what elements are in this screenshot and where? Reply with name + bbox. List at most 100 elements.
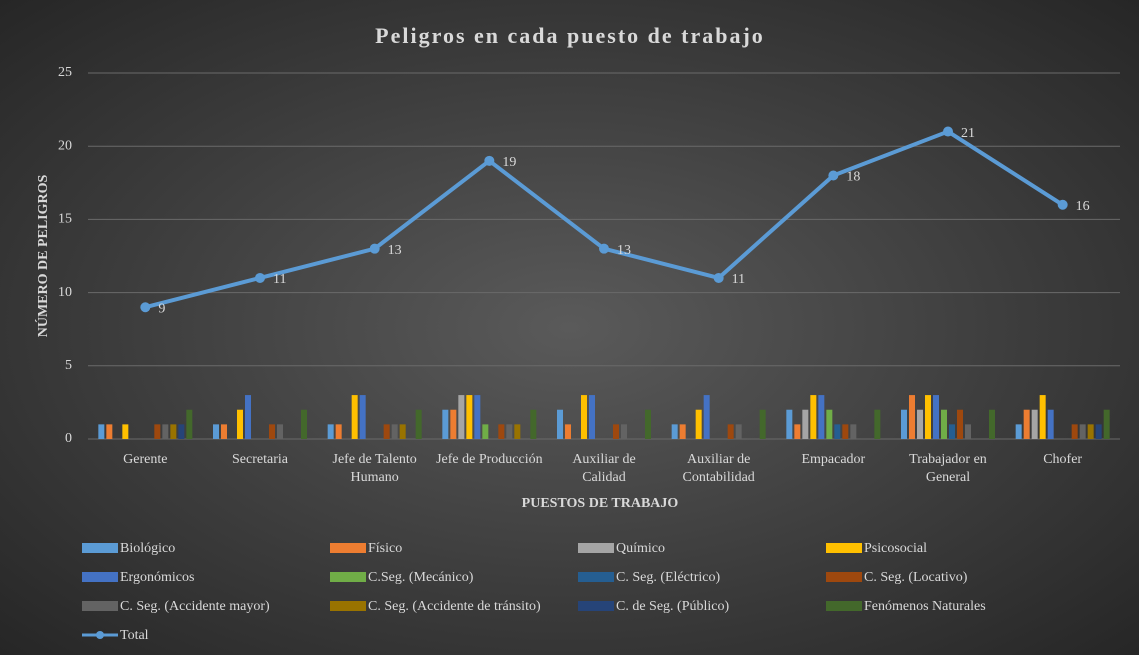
bar bbox=[245, 395, 251, 439]
bar bbox=[949, 424, 955, 439]
bar bbox=[213, 424, 219, 439]
legend-swatch bbox=[330, 601, 366, 611]
bar bbox=[221, 424, 227, 439]
legend-swatch bbox=[826, 572, 862, 582]
data-label: 18 bbox=[846, 170, 860, 185]
bar bbox=[178, 424, 185, 439]
bar bbox=[458, 395, 465, 439]
bar bbox=[802, 409, 809, 439]
x-tick-label: Jefe de Talento Humano bbox=[332, 452, 417, 485]
bar bbox=[834, 424, 841, 439]
bar bbox=[1079, 424, 1086, 439]
bar bbox=[957, 409, 963, 439]
legend-label: Biológico bbox=[120, 541, 175, 556]
bar bbox=[917, 409, 923, 439]
y-axis-label: NÚMERO DE PELIGROS bbox=[34, 175, 51, 338]
bar bbox=[269, 424, 275, 439]
line-marker bbox=[140, 302, 151, 313]
legend-label: C. de Seg. (Público) bbox=[616, 599, 729, 614]
bar bbox=[850, 424, 857, 439]
bar bbox=[925, 395, 931, 439]
bar bbox=[154, 424, 161, 439]
bar bbox=[399, 424, 406, 439]
bar bbox=[826, 409, 833, 439]
bar bbox=[327, 424, 334, 439]
bar bbox=[335, 424, 342, 439]
bar bbox=[581, 395, 587, 439]
bar bbox=[514, 424, 521, 439]
bar bbox=[474, 395, 481, 439]
legend-swatch bbox=[578, 572, 614, 582]
line-marker bbox=[369, 243, 380, 254]
data-label: 11 bbox=[273, 272, 286, 287]
legend-label: C. Seg. (Eléctrico) bbox=[616, 570, 721, 585]
legend-label: Psicosocial bbox=[864, 541, 927, 556]
y-tick-label: 20 bbox=[58, 138, 72, 153]
bar bbox=[466, 395, 473, 439]
data-label: 19 bbox=[502, 155, 516, 170]
legend-swatch bbox=[578, 543, 614, 553]
bar bbox=[965, 424, 971, 439]
bar bbox=[1103, 409, 1110, 439]
bar bbox=[506, 424, 513, 439]
legend-label: C.Seg. (Mecánico) bbox=[368, 570, 474, 585]
bar bbox=[106, 424, 113, 439]
bar bbox=[415, 409, 422, 439]
bar bbox=[98, 424, 105, 439]
bar bbox=[989, 409, 995, 439]
legend-swatch bbox=[330, 543, 366, 553]
line-marker bbox=[943, 126, 953, 137]
x-tick-label: Chofer bbox=[1043, 452, 1083, 467]
bar bbox=[727, 424, 734, 439]
y-tick-label: 10 bbox=[58, 285, 72, 300]
bar bbox=[933, 395, 939, 439]
bar bbox=[1087, 424, 1094, 439]
bar bbox=[613, 424, 619, 439]
legend-swatch bbox=[82, 543, 118, 553]
bar bbox=[589, 395, 595, 439]
legend-label: C. Seg. (Accidente mayor) bbox=[120, 599, 270, 614]
bar bbox=[186, 409, 193, 439]
bar bbox=[383, 424, 390, 439]
data-label: 9 bbox=[158, 301, 165, 316]
legend-label: Químico bbox=[616, 541, 665, 556]
data-label: 11 bbox=[732, 272, 745, 287]
line-marker bbox=[1057, 199, 1068, 210]
line-marker bbox=[828, 170, 839, 181]
x-tick-label: Empacador bbox=[801, 452, 866, 467]
bar bbox=[786, 409, 793, 439]
bar bbox=[671, 424, 678, 439]
chart-title: Peligros en cada puesto de trabajo bbox=[375, 23, 765, 48]
bar bbox=[530, 409, 537, 439]
bar bbox=[901, 409, 907, 439]
bar bbox=[1039, 395, 1046, 439]
x-tick-label: Jefe de Producción bbox=[436, 452, 543, 467]
bar bbox=[909, 395, 915, 439]
x-tick-label: Secretaria bbox=[232, 452, 288, 467]
data-label: 13 bbox=[388, 243, 402, 258]
bar bbox=[695, 409, 702, 439]
y-tick-label: 25 bbox=[58, 65, 72, 80]
y-tick-label: 15 bbox=[58, 212, 72, 227]
legend-swatch bbox=[826, 543, 862, 553]
bar bbox=[565, 424, 571, 439]
bar bbox=[482, 424, 489, 439]
y-tick-label: 0 bbox=[65, 431, 72, 446]
bar bbox=[170, 424, 177, 439]
bar bbox=[1015, 424, 1022, 439]
bar bbox=[1095, 424, 1102, 439]
bar bbox=[794, 424, 801, 439]
line-marker bbox=[599, 243, 609, 254]
x-tick-label: Auxiliar de Contabilidad bbox=[682, 452, 755, 485]
bar bbox=[557, 409, 563, 439]
data-label: 21 bbox=[961, 126, 975, 141]
bar bbox=[450, 409, 457, 439]
bar bbox=[679, 424, 686, 439]
bar bbox=[1071, 424, 1078, 439]
y-tick-label: 5 bbox=[65, 358, 72, 373]
bar bbox=[162, 424, 169, 439]
bar bbox=[759, 409, 766, 439]
bar bbox=[498, 424, 505, 439]
